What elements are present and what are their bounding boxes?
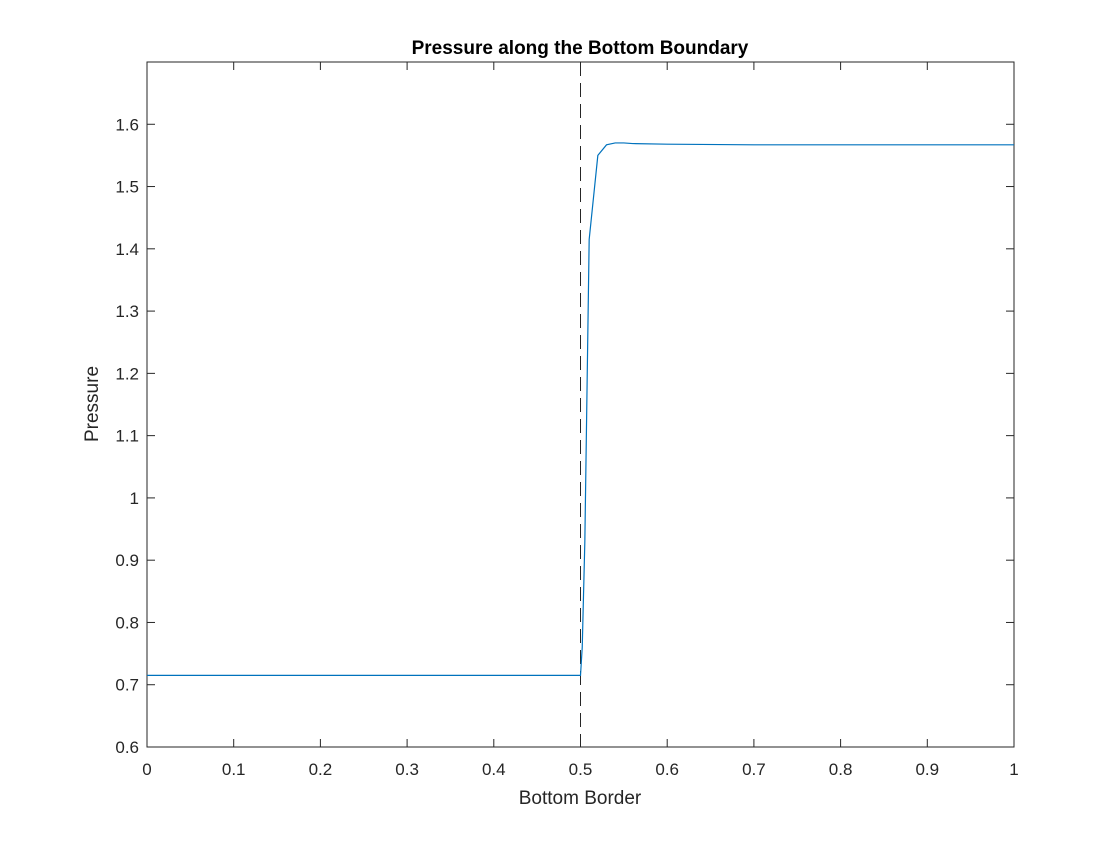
y-tick-label: 1 [130,489,139,508]
data-point [146,675,147,676]
data-point [840,144,841,145]
data-point [1013,144,1014,145]
chart-title: Pressure along the Bottom Boundary [412,38,749,59]
data-point [320,675,321,676]
y-tick-label: 0.9 [115,551,139,570]
data-point [606,144,607,145]
x-tick-label: 0.6 [655,760,679,779]
y-tick-label: 1.5 [115,178,139,197]
plot-area: 0 0.1 0.2 0.3 0.4 0.5 0.6 0.7 0.8 0.9 1 0.6 0.7 0.8 0.… [115,61,1019,779]
data-point [927,144,928,145]
x-tick-label: 0 [142,760,151,779]
data-point [667,144,668,145]
x-tick-label: 0.8 [829,760,853,779]
data-point [582,647,583,648]
x-tick-label: 0.9 [915,760,939,779]
data-point [580,675,581,676]
x-tick-label: 0.2 [309,760,333,779]
data-point [623,142,624,143]
data-point [597,155,598,156]
data-point [632,143,633,144]
x-tick-label: 0.3 [395,760,419,779]
x-tick-label: 0.1 [222,760,246,779]
y-tick-label: 1.2 [115,364,139,383]
x-tick-label: 0.5 [569,760,593,779]
y-tick-label: 1.4 [115,240,139,259]
x-tick-label: 1 [1009,760,1018,779]
y-tick-label: 0.7 [115,676,139,695]
data-point [493,675,494,676]
x-axis-label: Bottom Border [519,788,642,809]
y-tick-label: 1.3 [115,302,139,321]
data-point [584,541,585,542]
data-point [615,142,616,143]
x-tick-label: 0.4 [482,760,506,779]
x-tick-label: 0.7 [742,760,766,779]
data-point [233,675,234,676]
data-point [407,675,408,676]
y-tick-label: 0.8 [115,613,139,632]
series-line [147,142,1014,676]
data-point [753,144,754,145]
data-point [589,239,590,240]
y-axis-label: Pressure [82,366,103,442]
y-tick-label: 1.1 [115,427,139,446]
y-tick-label: 0.6 [115,738,139,757]
y-tick-label: 1.6 [115,115,139,134]
